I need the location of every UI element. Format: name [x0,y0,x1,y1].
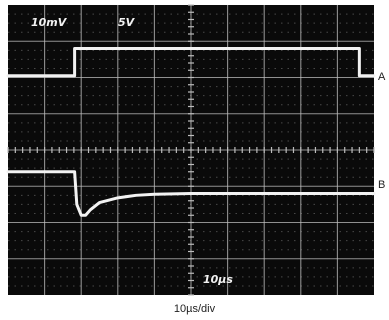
trace-b-label: B [378,179,386,191]
trace-a-label: A [378,71,386,83]
oscilloscope-screen: 10mV 5V 10µs [6,4,376,296]
trace-a [6,47,376,78]
ch-b-scale-label: 5V [118,16,136,29]
traces [6,47,376,217]
timebase-caption: 10µs/div [173,303,216,315]
graticule [7,4,375,296]
trace-b [6,170,376,217]
ch-a-scale-label: 10mV [31,16,68,29]
timebase-screen-label: 10µs [203,273,233,286]
